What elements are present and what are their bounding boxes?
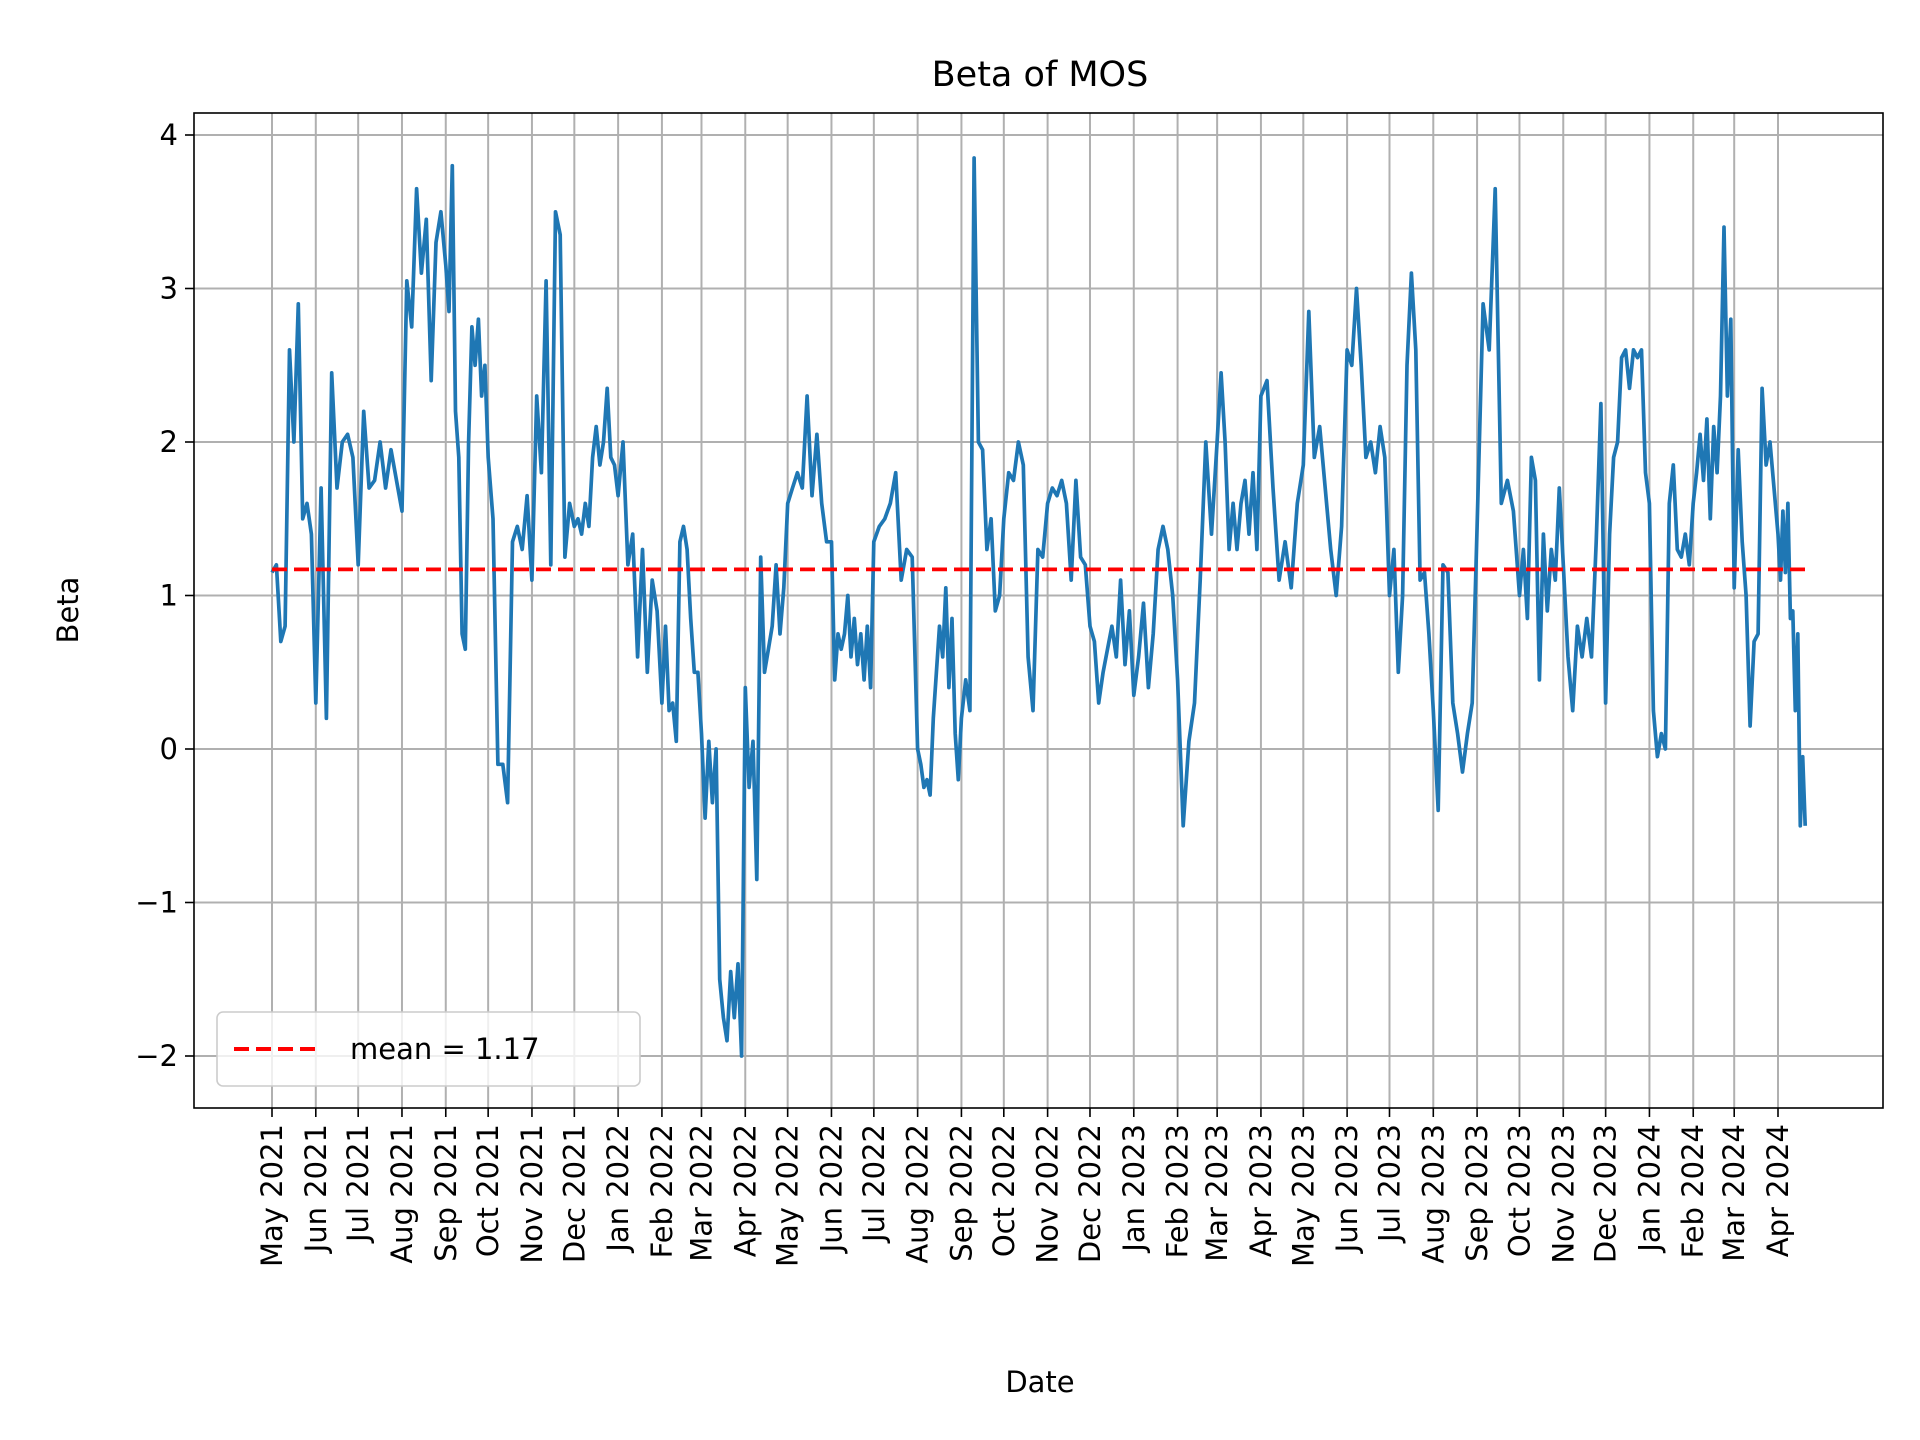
x-tick-label: Sep 2023 bbox=[1460, 1124, 1494, 1262]
legend-box bbox=[216, 1011, 641, 1087]
y-tick-label: −2 bbox=[135, 1039, 178, 1073]
y-tick-label: 3 bbox=[160, 272, 178, 306]
x-tick-label: Mar 2023 bbox=[1200, 1124, 1234, 1262]
x-tick-label: Oct 2023 bbox=[1502, 1124, 1536, 1257]
y-tick-label: 1 bbox=[160, 579, 178, 613]
x-tick-label: Jun 2021 bbox=[299, 1124, 333, 1254]
x-tick-label: Oct 2021 bbox=[471, 1124, 505, 1257]
x-tick-label: Jan 2023 bbox=[1117, 1124, 1151, 1254]
x-tick-label: May 2021 bbox=[255, 1124, 289, 1267]
x-tick-label: Sep 2022 bbox=[944, 1124, 978, 1262]
x-tick-label: Apr 2023 bbox=[1244, 1124, 1278, 1257]
legend-mean-label: mean = 1.17 bbox=[350, 1032, 540, 1066]
series-layer bbox=[270, 156, 1808, 1058]
x-tick-label: Jul 2021 bbox=[341, 1124, 375, 1244]
x-tick-label: May 2023 bbox=[1286, 1124, 1320, 1267]
x-tick-label: Jun 2023 bbox=[1330, 1124, 1364, 1254]
x-tick-label: Dec 2022 bbox=[1073, 1124, 1107, 1263]
x-tick-label: Sep 2021 bbox=[429, 1124, 463, 1262]
x-tick-label: Apr 2022 bbox=[728, 1124, 762, 1257]
x-tick-label: Feb 2022 bbox=[645, 1124, 679, 1258]
x-tick-label: Aug 2022 bbox=[901, 1124, 935, 1264]
x-tick-label: Aug 2023 bbox=[1416, 1124, 1450, 1264]
legend: mean = 1.17 bbox=[216, 1011, 641, 1087]
x-tick-label: Jan 2024 bbox=[1632, 1124, 1666, 1254]
x-tick-label: Nov 2023 bbox=[1546, 1124, 1580, 1264]
x-tick-label: Apr 2024 bbox=[1761, 1124, 1795, 1257]
x-tick-label: Jul 2022 bbox=[857, 1124, 891, 1244]
x-tick-label: Dec 2021 bbox=[557, 1124, 591, 1263]
x-tick-label: May 2022 bbox=[771, 1124, 805, 1267]
x-tick-label: Dec 2023 bbox=[1589, 1124, 1623, 1263]
beta-line bbox=[270, 156, 1808, 1058]
x-axis-label: Date bbox=[1005, 1365, 1074, 1399]
x-tick-label: Nov 2022 bbox=[1031, 1124, 1065, 1264]
x-tick-label: Aug 2021 bbox=[385, 1124, 419, 1264]
x-axis: May 2021 Jun 2021 Jul 2021 Aug 2021 Sep 2021… bbox=[255, 1108, 1795, 1267]
y-axis: −2 −1 0 1 2 3 4 bbox=[135, 118, 194, 1073]
y-tick-label: 4 bbox=[160, 118, 178, 152]
y-axis-label: Beta bbox=[51, 577, 85, 644]
axes-frame bbox=[193, 112, 1884, 1109]
y-tick-label: 0 bbox=[160, 732, 178, 766]
x-tick-label: Feb 2023 bbox=[1161, 1124, 1195, 1258]
x-tick-label: Jul 2023 bbox=[1372, 1124, 1406, 1244]
y-tick-label: −1 bbox=[135, 886, 178, 920]
y-tick-label: 2 bbox=[160, 425, 178, 459]
x-tick-label: Jan 2022 bbox=[601, 1124, 635, 1254]
x-tick-label: Feb 2024 bbox=[1676, 1124, 1710, 1258]
chart-title: Beta of MOS bbox=[932, 55, 1149, 95]
x-tick-label: Oct 2022 bbox=[987, 1124, 1021, 1257]
x-tick-label: Jun 2022 bbox=[814, 1124, 848, 1254]
x-tick-label: Nov 2021 bbox=[515, 1124, 549, 1264]
x-tick-label: Mar 2024 bbox=[1717, 1124, 1751, 1262]
x-tick-label: Mar 2022 bbox=[684, 1124, 718, 1262]
